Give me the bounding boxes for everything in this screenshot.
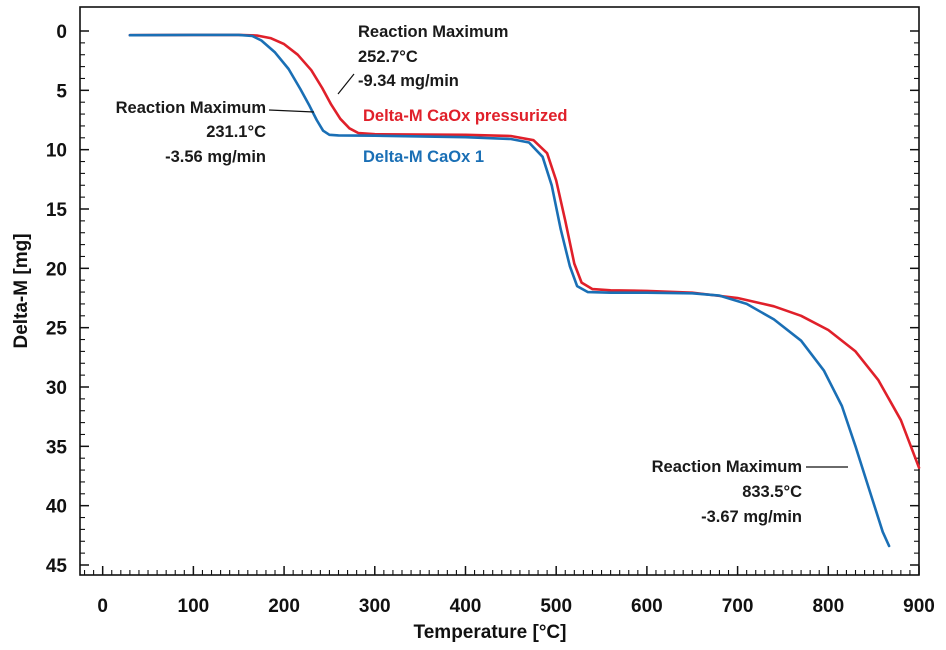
annotation-rate: -3.67 mg/min xyxy=(701,508,802,526)
x-tick-label: 300 xyxy=(359,596,391,617)
y-tick-label: 35 xyxy=(46,437,68,458)
y-tick-label: 15 xyxy=(46,200,68,221)
y-axis-title: Delta-M [mg] xyxy=(11,233,32,348)
x-tick-label: 200 xyxy=(268,596,300,617)
x-tick-label: 600 xyxy=(631,596,663,617)
series-label-caox-1: Delta-M CaOx 1 xyxy=(363,148,484,166)
x-axis-tick-labels: 0 100 200 300 400 500 600 700 800 900 xyxy=(97,596,934,617)
y-tick-label: 45 xyxy=(46,556,68,577)
x-tick-label: 900 xyxy=(903,596,935,617)
y-axis-tick-labels: 0 5 10 15 20 25 30 35 40 45 xyxy=(46,22,68,577)
x-tick-label: 800 xyxy=(812,596,844,617)
series-line-caox-1 xyxy=(128,33,891,548)
series-line-caox-pressurized xyxy=(128,33,921,469)
annotation-rate: -3.56 mg/min xyxy=(165,148,266,166)
x-tick-label: 100 xyxy=(178,596,210,617)
annotation-leader-blue xyxy=(268,109,315,113)
x-axis-title: Temperature [°C] xyxy=(414,622,567,643)
annotation-title: Reaction Maximum xyxy=(358,23,508,41)
x-tick-label: 700 xyxy=(722,596,754,617)
y-tick-label: 5 xyxy=(56,81,67,102)
series-label-caox-pressurized: Delta-M CaOx pressurized xyxy=(363,107,567,125)
y-tick-label: 30 xyxy=(46,378,67,399)
y-tick-label: 10 xyxy=(46,141,67,162)
plot-frame xyxy=(79,6,920,576)
annotation-leader-red xyxy=(337,73,355,95)
annotation-temperature: 231.1°C xyxy=(206,123,266,141)
y-axis-ticks xyxy=(80,30,919,566)
x-axis-ticks xyxy=(83,566,920,575)
y-tick-label: 0 xyxy=(56,22,67,43)
annotation-rate: -9.34 mg/min xyxy=(358,72,459,90)
annotation-temperature: 833.5°C xyxy=(742,483,802,501)
y-tick-label: 20 xyxy=(46,259,67,280)
annotation-temperature: 252.7°C xyxy=(358,48,418,66)
x-tick-label: 500 xyxy=(540,596,572,617)
annotation-title: Reaction Maximum xyxy=(652,458,802,476)
x-tick-label: 0 xyxy=(97,596,108,617)
y-tick-label: 40 xyxy=(46,497,67,518)
annotation-title: Reaction Maximum xyxy=(116,99,266,117)
y-tick-label: 25 xyxy=(46,319,68,340)
x-tick-label: 400 xyxy=(450,596,482,617)
